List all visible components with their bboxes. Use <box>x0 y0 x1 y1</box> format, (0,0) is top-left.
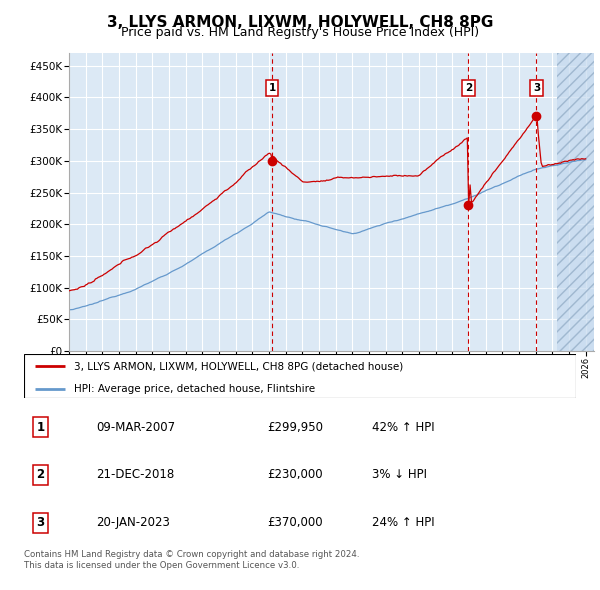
Text: 3: 3 <box>533 83 540 93</box>
Text: 2: 2 <box>465 83 472 93</box>
Text: Price paid vs. HM Land Registry's House Price Index (HPI): Price paid vs. HM Land Registry's House … <box>121 26 479 39</box>
Text: 42% ↑ HPI: 42% ↑ HPI <box>372 421 434 434</box>
Text: HPI: Average price, detached house, Flintshire: HPI: Average price, detached house, Flin… <box>74 384 315 394</box>
Text: 3: 3 <box>37 516 44 529</box>
Text: £230,000: £230,000 <box>267 468 323 481</box>
Text: 3, LLYS ARMON, LIXWM, HOLYWELL, CH8 8PG: 3, LLYS ARMON, LIXWM, HOLYWELL, CH8 8PG <box>107 15 493 30</box>
Text: 3% ↓ HPI: 3% ↓ HPI <box>372 468 427 481</box>
Text: 09-MAR-2007: 09-MAR-2007 <box>96 421 175 434</box>
Text: 2: 2 <box>37 468 44 481</box>
Text: 24% ↑ HPI: 24% ↑ HPI <box>372 516 434 529</box>
Text: 1: 1 <box>37 421 44 434</box>
Text: 3, LLYS ARMON, LIXWM, HOLYWELL, CH8 8PG (detached house): 3, LLYS ARMON, LIXWM, HOLYWELL, CH8 8PG … <box>74 362 403 371</box>
Text: £299,950: £299,950 <box>267 421 323 434</box>
Text: 1: 1 <box>269 83 276 93</box>
Text: 20-JAN-2023: 20-JAN-2023 <box>96 516 170 529</box>
Text: £370,000: £370,000 <box>267 516 323 529</box>
Text: 21-DEC-2018: 21-DEC-2018 <box>96 468 174 481</box>
Text: Contains HM Land Registry data © Crown copyright and database right 2024.: Contains HM Land Registry data © Crown c… <box>24 550 359 559</box>
Text: This data is licensed under the Open Government Licence v3.0.: This data is licensed under the Open Gov… <box>24 560 299 569</box>
